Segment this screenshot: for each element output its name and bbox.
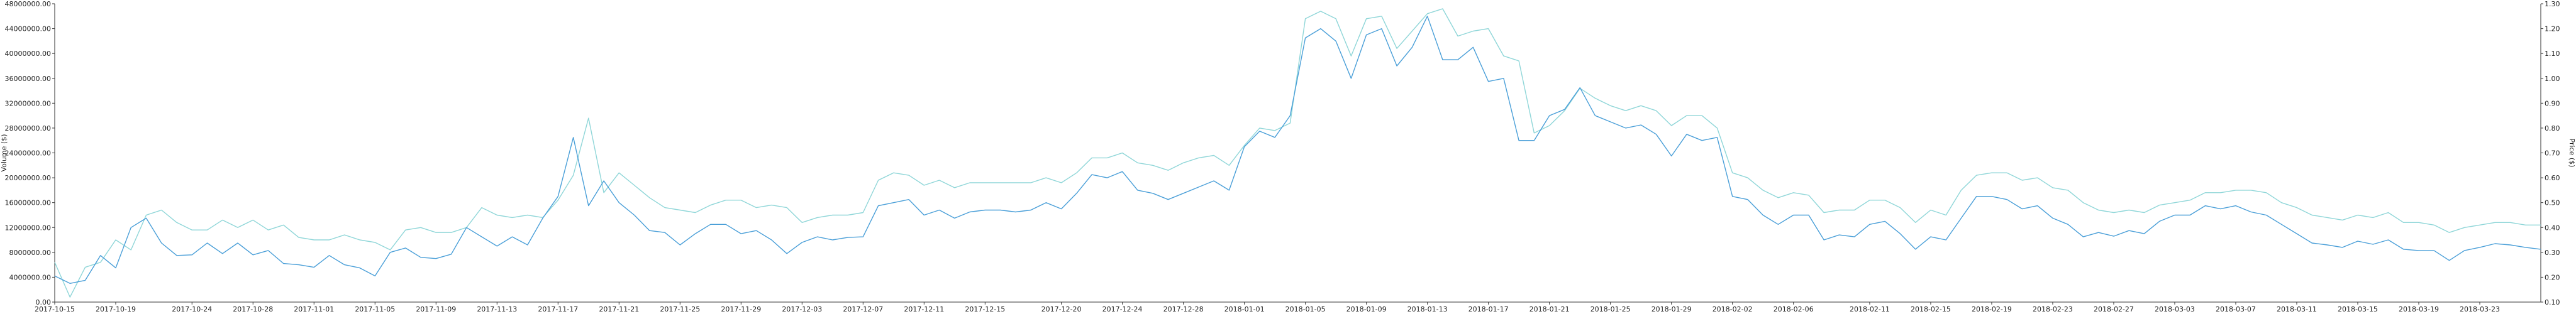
y-left-tick-label: 36000000.00 bbox=[5, 75, 51, 83]
y-left-tick-label: 20000000.00 bbox=[5, 174, 51, 182]
x-axis: 2017-10-15 2017-10-19 2017-10-24 2017-10-28… bbox=[35, 301, 2541, 313]
x-tick-label: 2018-03-23 bbox=[2460, 305, 2500, 313]
x-tick-label: 2018-02-02 bbox=[1713, 305, 1753, 313]
y-axis-left-title: Volume ($) bbox=[0, 134, 8, 172]
y-left-tick-label: 28000000.00 bbox=[5, 124, 51, 133]
x-tick-label: 2017-11-29 bbox=[721, 305, 761, 313]
x-tick-label: 2017-12-07 bbox=[843, 305, 883, 313]
y-left-tick-label: 8000000.00 bbox=[9, 249, 51, 257]
x-tick-label: 2018-03-03 bbox=[2155, 305, 2195, 313]
y-right-tick-label: 1.00 bbox=[2545, 75, 2560, 83]
y-right-tick-label: 0.90 bbox=[2545, 99, 2560, 107]
x-tick-label: 2017-12-28 bbox=[1163, 305, 1204, 313]
x-tick-label: 2018-01-09 bbox=[1346, 305, 1387, 313]
y-left-tick-label: 4000000.00 bbox=[9, 273, 51, 281]
y-right-tick-label: 0.20 bbox=[2545, 273, 2560, 281]
x-tick-label: 2018-01-05 bbox=[1285, 305, 1326, 313]
x-tick-label: 2018-02-11 bbox=[1850, 305, 1890, 313]
x-tick-label: 2018-02-19 bbox=[1972, 305, 2012, 313]
y-left-tick-label: 0.00 bbox=[36, 298, 52, 306]
x-tick-label: 2017-11-01 bbox=[294, 305, 334, 313]
x-tick-label: 2017-12-20 bbox=[1041, 305, 1082, 313]
y-right-tick-label: 0.50 bbox=[2545, 199, 2560, 207]
x-tick-label: 2017-10-15 bbox=[35, 305, 75, 313]
x-tick-label: 2018-01-25 bbox=[1591, 305, 1631, 313]
y-left-tick-label: 44000000.00 bbox=[5, 25, 51, 33]
x-tick-label: 2018-02-23 bbox=[2033, 305, 2073, 313]
y-left-tick-label: 32000000.00 bbox=[5, 99, 51, 107]
y-left-tick-label: 48000000.00 bbox=[5, 0, 51, 8]
y-right-tick-label: 0.40 bbox=[2545, 224, 2560, 232]
x-tick-label: 2018-03-19 bbox=[2399, 305, 2439, 313]
x-tick-label: 2018-01-29 bbox=[1652, 305, 1692, 313]
y-left-tick-label: 12000000.00 bbox=[5, 224, 51, 232]
x-tick-label: 2017-11-05 bbox=[355, 305, 395, 313]
x-tick-label: 2017-10-19 bbox=[96, 305, 136, 313]
x-tick-label: 2017-11-13 bbox=[477, 305, 517, 313]
x-tick-label: 2018-02-15 bbox=[1911, 305, 1951, 313]
y-left-tick-label: 16000000.00 bbox=[5, 199, 51, 207]
x-tick-label: 2017-12-15 bbox=[965, 305, 1005, 313]
y-right-tick-label: 0.70 bbox=[2545, 149, 2560, 158]
x-tick-label: 2018-01-01 bbox=[1224, 305, 1265, 313]
x-tick-label: 2017-11-25 bbox=[660, 305, 700, 313]
series-layer bbox=[54, 8, 2541, 298]
y-axis-left: 0.00 4000000.00 8000000.00 12000000.00 16000… bbox=[5, 0, 55, 306]
x-tick-label: 2017-11-21 bbox=[599, 305, 639, 313]
y-right-tick-label: 0.10 bbox=[2545, 298, 2560, 306]
x-tick-label: 2018-01-17 bbox=[1468, 305, 1509, 313]
y-right-tick-label: 1.30 bbox=[2545, 0, 2560, 8]
y-right-tick-label: 1.10 bbox=[2545, 50, 2560, 58]
x-tick-label: 2017-12-03 bbox=[782, 305, 822, 313]
x-tick-label: 2018-01-21 bbox=[1530, 305, 1570, 313]
x-tick-label: 2018-03-07 bbox=[2216, 305, 2256, 313]
x-tick-label: 2017-12-24 bbox=[1102, 305, 1143, 313]
y-left-tick-label: 40000000.00 bbox=[5, 50, 51, 58]
x-tick-label: 2017-12-11 bbox=[904, 305, 944, 313]
x-tick-label: 2018-03-11 bbox=[2277, 305, 2317, 313]
y-right-tick-label: 1.20 bbox=[2545, 25, 2560, 33]
y-right-tick-label: 0.80 bbox=[2545, 124, 2560, 133]
y-right-tick-label: 0.30 bbox=[2545, 249, 2560, 257]
y-axis-right-title: Price ($) bbox=[2568, 139, 2576, 168]
x-tick-label: 2018-01-13 bbox=[1407, 305, 1448, 313]
x-tick-label: 2017-10-24 bbox=[172, 305, 212, 313]
y-axis-right: 0.10 0.20 0.30 0.40 0.50 0.60 0.70 0.80 0.90 1.00… bbox=[2540, 0, 2560, 306]
x-tick-label: 2017-11-17 bbox=[538, 305, 578, 313]
x-tick-label: 2018-03-15 bbox=[2338, 305, 2378, 313]
y-right-tick-label: 0.60 bbox=[2545, 174, 2560, 182]
volume-series-line bbox=[54, 16, 2541, 284]
x-tick-label: 2017-11-09 bbox=[416, 305, 456, 313]
x-tick-label: 2018-02-27 bbox=[2094, 305, 2134, 313]
x-tick-label: 2018-02-06 bbox=[1774, 305, 1814, 313]
y-left-tick-label: 24000000.00 bbox=[5, 149, 51, 158]
price-series-line bbox=[54, 8, 2541, 298]
x-tick-label: 2017-10-28 bbox=[233, 305, 273, 313]
